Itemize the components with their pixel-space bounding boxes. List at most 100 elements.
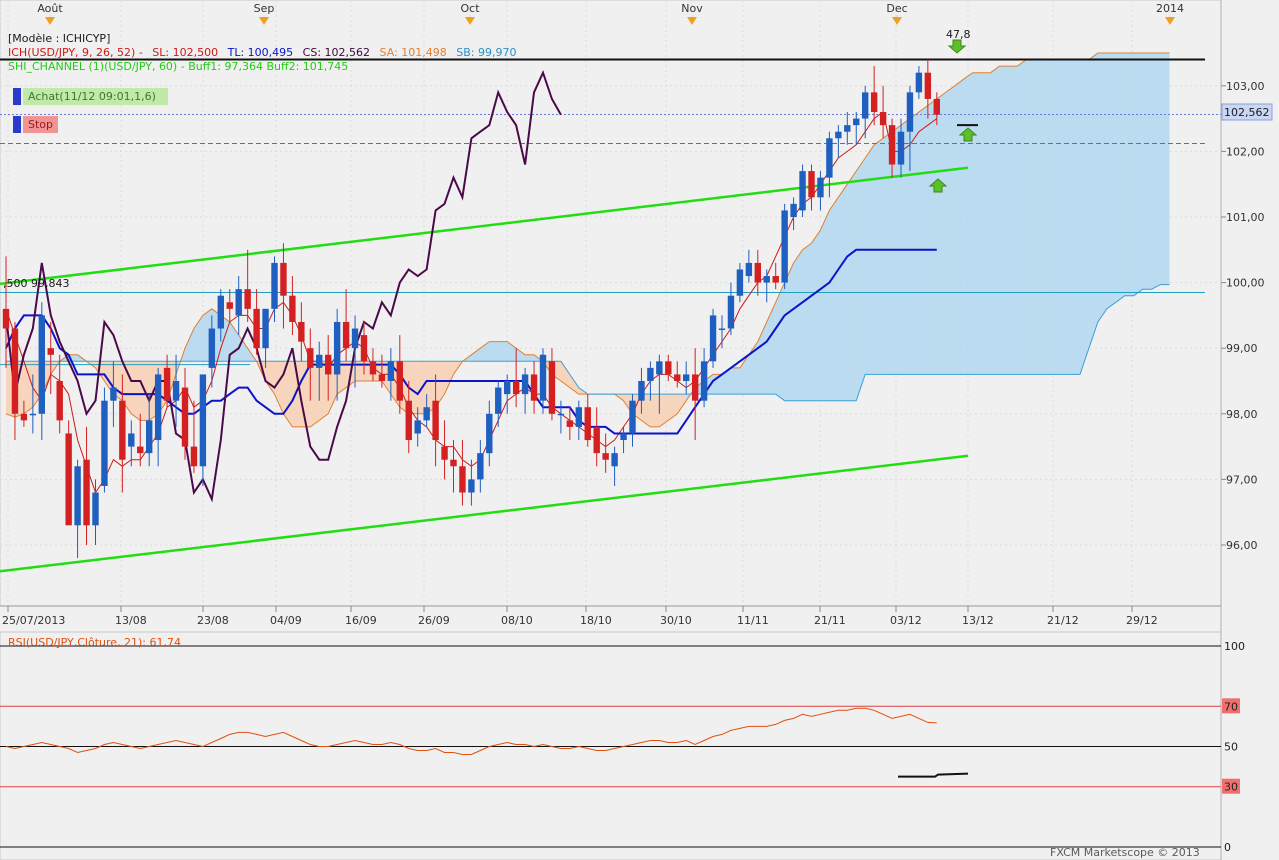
candle-body (548, 361, 556, 414)
cloud-segment (1035, 59, 1045, 375)
stop-label: Stop (28, 118, 53, 131)
candle-body (387, 361, 395, 381)
candle-body (826, 138, 833, 178)
achat-order-tag[interactable]: Achat(11/12 09:01,1,6) (13, 88, 168, 105)
rsi-tick-label: 50 (1224, 741, 1238, 754)
candle-body (853, 118, 860, 126)
cloud-segment (793, 249, 803, 401)
candle-body (656, 361, 663, 375)
ich-cs: CS: 102,562 (303, 46, 370, 59)
cloud-segment (319, 361, 329, 421)
cloud-segment (1026, 59, 1036, 375)
candle-body (92, 492, 99, 526)
candle-body (468, 479, 475, 493)
cloud-segment (23, 361, 33, 414)
rsi-tick-label: 30 (1224, 781, 1238, 794)
cloud-segment (1088, 53, 1098, 349)
senkou-span-b (6, 284, 1170, 402)
candle-body (423, 407, 430, 421)
price-axis[interactable]: 103,00 102,00 101,00 100,00 99,00 98,00 97,00 9… (1221, 80, 1265, 552)
candle-body (289, 295, 296, 322)
candle-body (817, 177, 824, 198)
rsi-level-badge (1222, 698, 1240, 714)
candle-body (727, 295, 735, 329)
cloud-segment (820, 210, 830, 401)
date-axis[interactable]: 25/07/2013 13/08 23/08 04/09 16/09 26/09 08/10… (0, 605, 1221, 627)
month-label: 2014 (1156, 2, 1184, 15)
candle-body (396, 361, 403, 401)
candle-body (593, 426, 600, 454)
cloud-segment (444, 361, 454, 395)
price-tick-label: 97,00 (1226, 473, 1258, 486)
stop-tag-box[interactable] (23, 116, 58, 133)
cloud-segment (516, 348, 526, 362)
cloud-segment (1053, 59, 1063, 375)
candle-body (163, 367, 171, 401)
candle-body (190, 446, 198, 467)
cloud-segment (489, 341, 499, 362)
cloud-segment (972, 72, 982, 375)
stop-order-tag[interactable]: Stop (13, 116, 58, 133)
buy-signal-arrow (958, 127, 978, 142)
cloud-segment (435, 361, 445, 408)
price-badge-text: 102,562 (1224, 106, 1270, 119)
month-marker (687, 17, 697, 25)
candle-body (262, 308, 269, 349)
cloud-segment (480, 341, 490, 362)
candle-body (754, 262, 761, 283)
rsi-tick-label: 70 (1224, 700, 1238, 713)
price-tick-label: 98,00 (1226, 408, 1258, 421)
achat-tag-handle[interactable] (13, 88, 21, 105)
candle-body (405, 400, 412, 441)
price-tick-label: 100,00 (1226, 277, 1265, 290)
stop-tag-handle[interactable] (13, 116, 21, 133)
candle-body (584, 407, 591, 441)
cloud-segment (829, 197, 839, 401)
cloud-segment (784, 262, 794, 401)
ich-tl: TL: 100,495 (227, 46, 294, 59)
candle-body (146, 420, 153, 454)
candle-body (477, 453, 484, 480)
candle-body (360, 335, 368, 362)
candle-body (575, 407, 582, 427)
candle-body (602, 453, 609, 460)
cloud-segment (730, 367, 740, 395)
cloud-segment (963, 72, 973, 375)
date-tick-label: 21/12 (1047, 614, 1079, 627)
achat-label: Achat(11/12 09:01,1,6) (28, 90, 156, 103)
cloud-segment (1142, 53, 1152, 290)
candle-body (101, 400, 108, 486)
month-marker (259, 17, 269, 25)
date-tick-label: 13/08 (115, 614, 147, 627)
cloud-segment (766, 302, 776, 395)
cloud-segment (641, 394, 651, 427)
candle-body (2, 308, 10, 329)
candle-body (620, 433, 627, 441)
signal-markers (928, 39, 978, 193)
candle-body (325, 354, 332, 375)
date-tick-label: 26/09 (418, 614, 450, 627)
candle-body (217, 295, 224, 329)
cloud-segment (185, 328, 194, 362)
candle-body (414, 420, 421, 434)
cloud-segment (1017, 59, 1027, 375)
candlesticks (2, 59, 940, 559)
achat-tag-box[interactable] (23, 88, 168, 105)
cloud-segment (560, 361, 570, 388)
cloud-segment (471, 348, 481, 362)
ich-sb: SB: 99,970 (456, 46, 516, 59)
cloud-segment (131, 361, 141, 421)
candle-body (512, 381, 520, 395)
rsi-signal-line (898, 772, 969, 778)
candle-body (342, 321, 350, 349)
price-badge: 102,562 (1221, 103, 1273, 121)
rsi-level-badge (1222, 778, 1240, 794)
month-marker (1165, 17, 1175, 25)
cloud-segment (990, 66, 1000, 375)
cloud-segment (1115, 53, 1125, 303)
month-label: Dec (886, 2, 907, 15)
candle-body (137, 446, 144, 454)
sell-signal-arrow (947, 39, 967, 54)
month-label: Sep (254, 2, 275, 15)
cloud-segment (748, 341, 758, 395)
